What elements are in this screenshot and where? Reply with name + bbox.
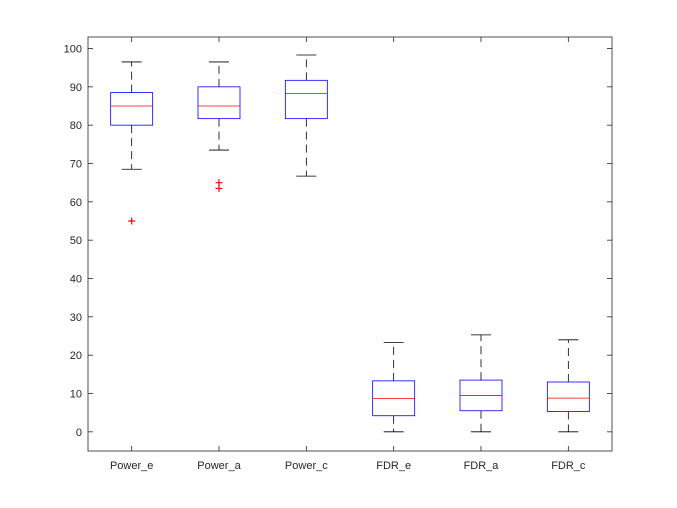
y-tick-label: 0 xyxy=(76,427,82,439)
y-tick-label: 80 xyxy=(70,120,82,132)
outlier-point xyxy=(215,179,223,187)
y-tick-label: 100 xyxy=(64,44,82,56)
y-tick-label: 40 xyxy=(70,274,82,286)
box-iqr xyxy=(197,86,241,120)
x-tick-label: FDR_a xyxy=(464,460,500,472)
y-tick-label: 30 xyxy=(70,312,82,324)
box-iqr xyxy=(284,79,328,120)
y-tick-label: 60 xyxy=(70,197,82,209)
plot-frame xyxy=(87,36,613,452)
x-tick-label: FDR_e xyxy=(376,460,411,472)
y-tick-label: 50 xyxy=(70,235,82,247)
y-tick-label: 90 xyxy=(70,82,82,94)
y-tick-label: 20 xyxy=(70,350,82,362)
outlier-point xyxy=(128,217,136,225)
x-tick-label: Power_e xyxy=(110,460,153,472)
y-tick-label: 70 xyxy=(70,159,82,171)
x-tick-label: Power_a xyxy=(197,460,241,472)
box-iqr xyxy=(546,381,590,412)
box-iqr xyxy=(110,92,154,126)
x-tick-label: Power_c xyxy=(285,460,328,472)
plot-area: 0 10 20 30 40 50 60 70 80 90 100 Power_e Power_a Powe… xyxy=(64,36,613,472)
y-tick-label: 10 xyxy=(70,389,82,401)
x-tick-label: FDR_c xyxy=(551,460,586,472)
